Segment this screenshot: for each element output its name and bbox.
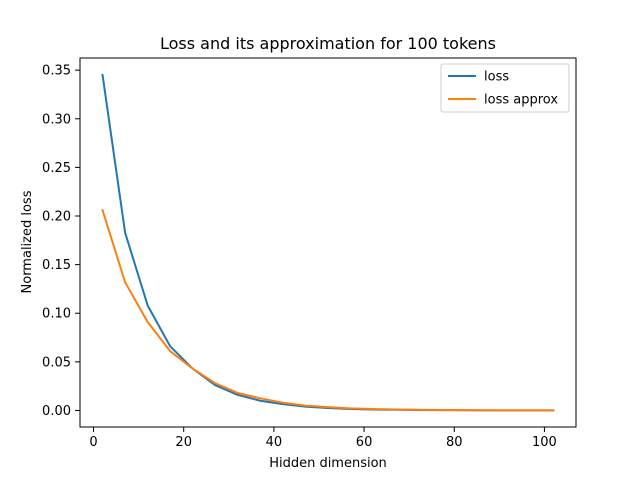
- x-tick-label: 0: [89, 435, 97, 450]
- legend-label-1: loss: [484, 70, 509, 85]
- legend: loss loss approx: [440, 63, 570, 113]
- x-tick-label: 20: [175, 435, 192, 450]
- series-line-2: [101, 208, 555, 412]
- y-tick-label: 0.00: [42, 404, 71, 419]
- x-axis-label: Hidden dimension: [269, 456, 387, 471]
- y-tick-label: 0.35: [42, 64, 71, 79]
- chart-title: Loss and its approximation for 100 token…: [160, 34, 496, 53]
- y-axis-label: Normalized loss: [20, 190, 35, 293]
- x-tick-label: 40: [266, 435, 283, 450]
- x-tick-label: 80: [446, 435, 463, 450]
- y-tick-label: 0.15: [42, 258, 71, 273]
- y-tick-label: 0.20: [42, 210, 71, 225]
- axes: 0 20 40 60 80 100 0.00 0.05 0.10 0.15 0.20 0.25 0.30…: [42, 57, 577, 450]
- legend-label-2: loss approx: [484, 93, 558, 108]
- x-tick-label: 60: [356, 435, 373, 450]
- axes-frame: [79, 57, 577, 428]
- y-tick-label: 0.10: [42, 307, 71, 322]
- y-tick-label: 0.05: [42, 355, 71, 370]
- plot-area: [101, 73, 555, 412]
- y-tick-label: 0.25: [42, 161, 71, 176]
- y-tick-label: 0.30: [42, 112, 71, 127]
- x-tick-label: 100: [532, 435, 557, 450]
